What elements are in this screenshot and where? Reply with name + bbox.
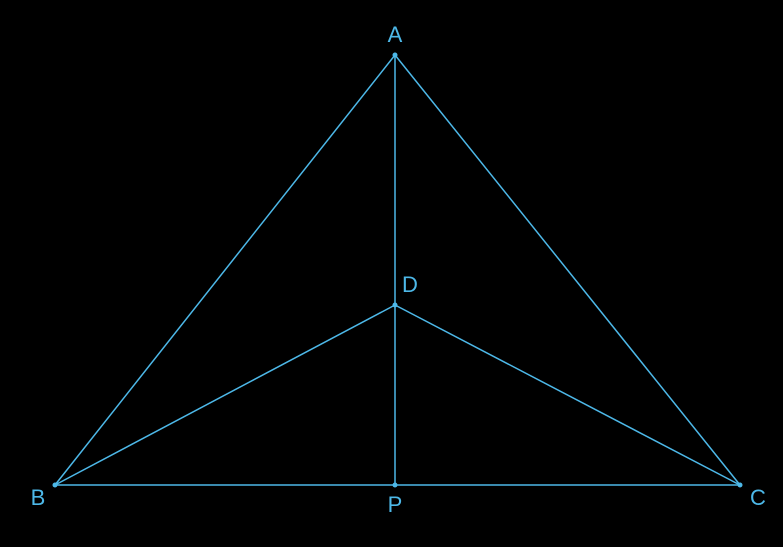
point-d — [393, 303, 398, 308]
point-a — [393, 53, 398, 58]
points-group — [53, 53, 743, 488]
point-c — [738, 483, 743, 488]
point-p — [393, 483, 398, 488]
point-b — [53, 483, 58, 488]
edge-ac — [395, 55, 740, 485]
edge-cd — [395, 305, 740, 485]
label-c: C — [750, 485, 766, 511]
geometry-diagram — [0, 0, 783, 547]
label-d: D — [402, 272, 418, 298]
edges-group — [55, 55, 740, 485]
label-b: B — [31, 485, 46, 511]
label-a: A — [388, 22, 403, 48]
edge-ab — [55, 55, 395, 485]
label-p: P — [388, 492, 403, 518]
edge-bd — [55, 305, 395, 485]
